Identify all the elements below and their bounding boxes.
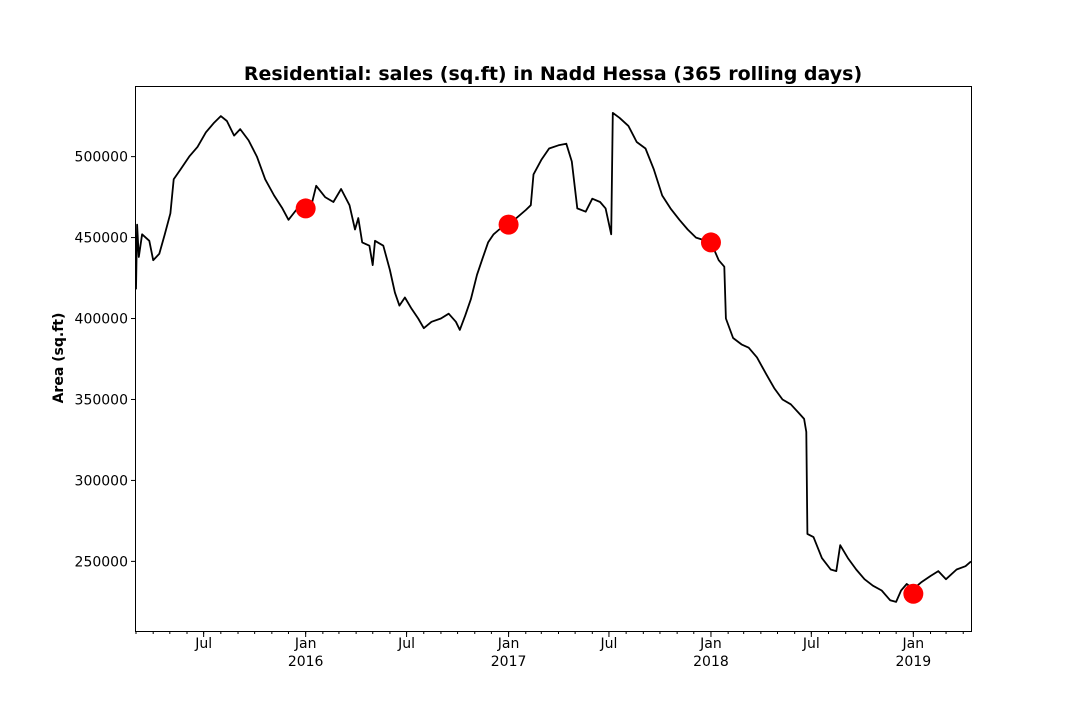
x-minor-ticks bbox=[135, 631, 964, 634]
y-tick-label: 350000 bbox=[75, 392, 128, 408]
x-tick-label: Jul bbox=[802, 636, 820, 652]
data-point-marker bbox=[903, 583, 924, 604]
data-point-marker bbox=[498, 214, 519, 235]
data-point-marker bbox=[700, 232, 721, 253]
marker-group bbox=[295, 198, 924, 604]
x-tick-label: Jan bbox=[902, 636, 925, 652]
x-tick-year-label: 2019 bbox=[896, 654, 932, 670]
data-point-marker bbox=[295, 198, 316, 219]
y-axis: 250000 300000 350000 400000 450000 500000 bbox=[75, 150, 136, 570]
y-tick-label: 300000 bbox=[75, 473, 128, 489]
y-tick-label: 450000 bbox=[75, 231, 128, 247]
y-tick-label: 500000 bbox=[75, 150, 128, 166]
y-tick-label: 250000 bbox=[75, 554, 128, 570]
x-tick-label: Jul bbox=[194, 636, 212, 652]
x-tick-label: Jul bbox=[397, 636, 415, 652]
x-tick-label: Jul bbox=[599, 636, 617, 652]
series-line bbox=[135, 112, 972, 603]
chart-title: Residential: sales (sq.ft) in Nadd Hessa… bbox=[244, 63, 862, 85]
plot-frame bbox=[135, 86, 972, 632]
y-axis-label: Area (sq.ft) bbox=[51, 313, 67, 404]
x-tick-year-label: 2017 bbox=[491, 654, 527, 670]
y-tick-label: 400000 bbox=[75, 312, 128, 328]
x-tick-year-label: 2016 bbox=[288, 654, 324, 670]
x-tick-year-label: 2018 bbox=[693, 654, 729, 670]
x-tick-label: Jan bbox=[699, 636, 722, 652]
x-tick-label: Jan bbox=[497, 636, 520, 652]
x-tick-label: Jan bbox=[294, 636, 317, 652]
x-axis: Jul Jan 2016 Jul Jan 2017 Jul Jan 2018 Jul Jan 2019 bbox=[194, 631, 931, 670]
